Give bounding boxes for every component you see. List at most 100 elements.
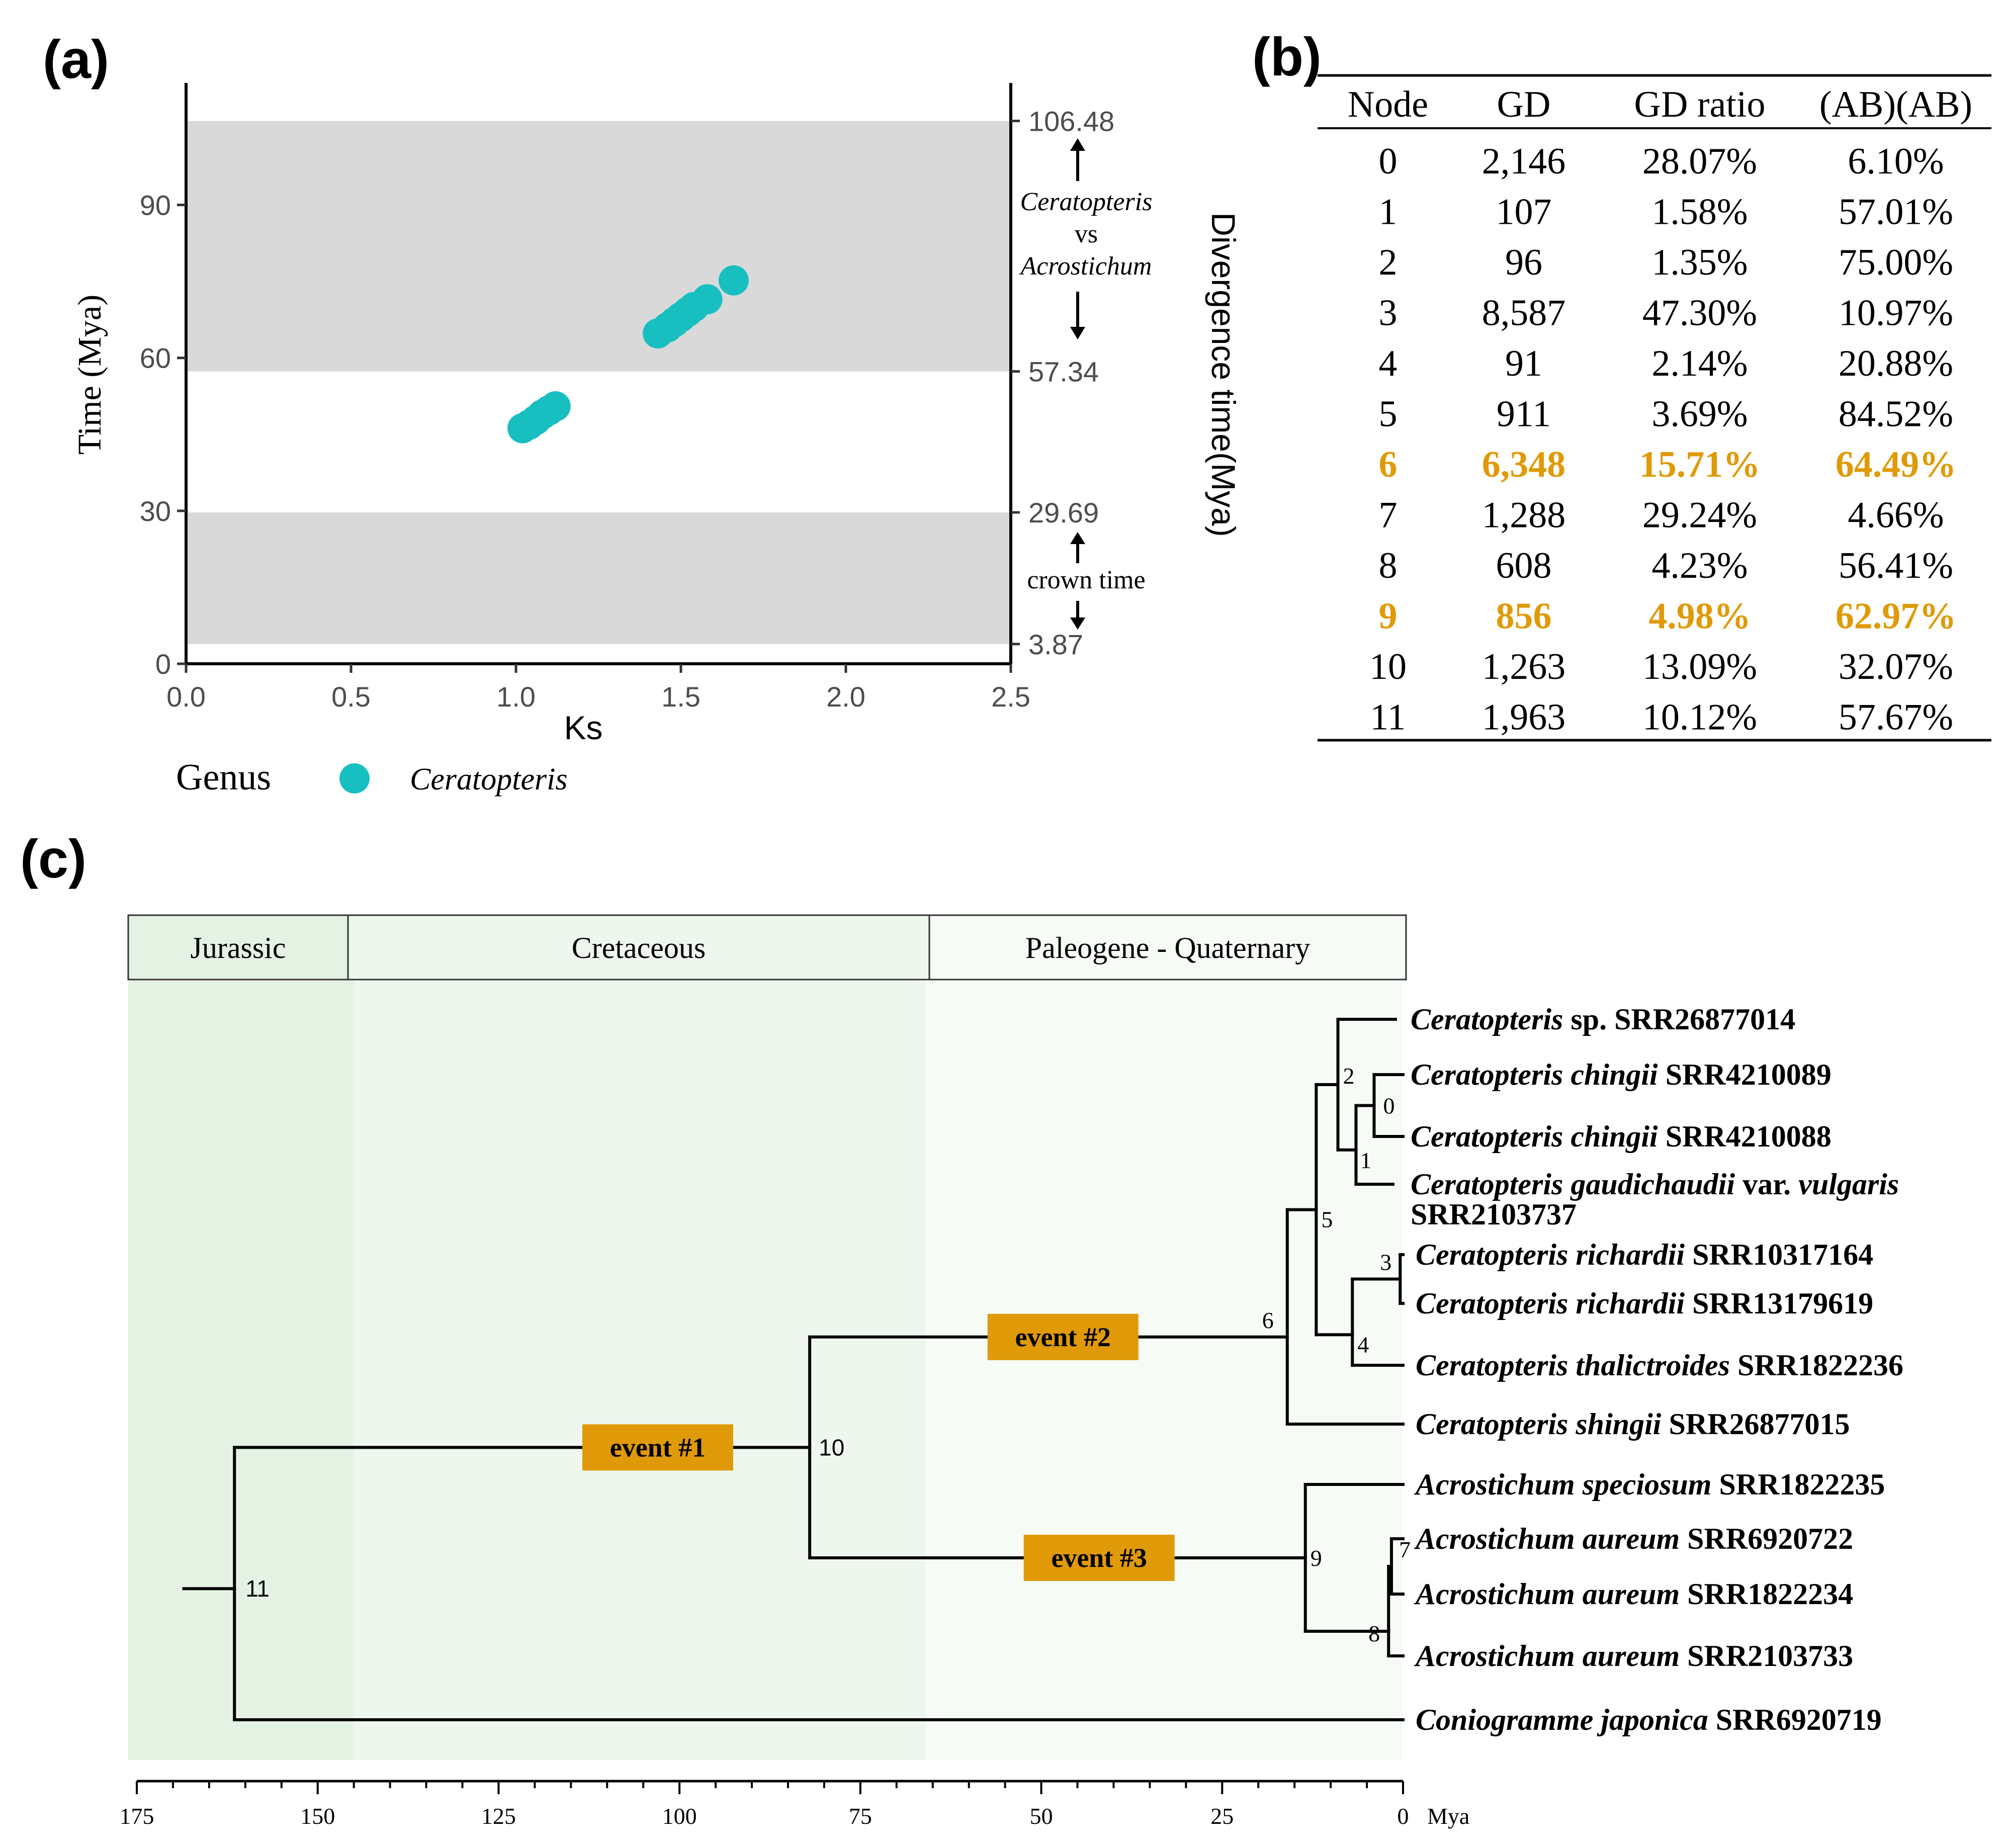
right-tick-label: 57.34: [1028, 356, 1099, 388]
table-cell: 57.01%: [1839, 192, 1953, 233]
taxon-genus: Ceratopteris: [1416, 1238, 1568, 1271]
table-cell: 1.35%: [1651, 242, 1748, 283]
table-cell: 1,963: [1482, 697, 1566, 738]
taxon-label: Ceratopteris thalictroides SRR1822236: [1416, 1349, 1903, 1382]
taxon-genus: Acrostichum: [1414, 1639, 1575, 1673]
space: [1791, 1168, 1798, 1201]
table-cell: 62.97%: [1836, 596, 1957, 637]
table-cell: 84.52%: [1839, 394, 1953, 435]
taxon-accession: var.: [1742, 1168, 1791, 1201]
table-cell: 13.09%: [1642, 646, 1757, 687]
table-header: (AB)(AB): [1819, 84, 1972, 125]
taxon-accession: SRR6920722: [1687, 1522, 1853, 1555]
table-cell: 10.12%: [1642, 697, 1757, 738]
taxon-label: Acrostichum aureum SRR6920722: [1414, 1522, 1853, 1555]
x-tick-label: 1.0: [496, 681, 536, 713]
taxon-genus: Ceratopteris: [1416, 1407, 1568, 1441]
table-cell: 2.14%: [1651, 343, 1748, 384]
y-axis-title: Time (Mya): [71, 295, 108, 455]
table-cell: 10.97%: [1839, 293, 1953, 334]
table-cell: 64.49%: [1836, 444, 1957, 485]
table-cell: 8,587: [1482, 293, 1566, 334]
taxon-label: Acrostichum aureum SRR2103733: [1414, 1639, 1853, 1673]
table-cell: 47.30%: [1642, 293, 1757, 334]
space: [1568, 1407, 1576, 1441]
y-axis-title-right: Divergence time(Mya): [1205, 212, 1242, 537]
arrow-down-head: [1070, 618, 1085, 630]
taxon-accession: SRR2103733: [1687, 1639, 1853, 1673]
table-cell: 856: [1496, 596, 1552, 637]
space: [1575, 1577, 1583, 1611]
table-cell: 0: [1379, 141, 1398, 182]
event-box: [582, 1424, 733, 1471]
space: [1658, 1120, 1666, 1153]
space: [1568, 1238, 1576, 1271]
table-cell: 11: [1370, 697, 1406, 738]
table-header: GD ratio: [1634, 84, 1766, 125]
panel-label-c: (c): [20, 828, 86, 889]
taxon-species: gaudichaudii: [1569, 1168, 1735, 1201]
taxon-genus: Acrostichum: [1414, 1522, 1575, 1555]
table-cell: 2: [1379, 242, 1398, 283]
taxon-species: japonica: [1597, 1703, 1708, 1736]
table-cell: 4.66%: [1848, 495, 1944, 536]
taxon-species: aureum: [1583, 1577, 1680, 1611]
table-cell: 96: [1505, 242, 1542, 283]
taxon-accession: SRR1822234: [1687, 1577, 1853, 1611]
taxon-label: Ceratopteris gaudichaudii var. vulgaris: [1411, 1168, 1899, 1201]
band-label: crown time: [1027, 566, 1145, 594]
taxon-label: Ceratopteris shingii SRR26877015: [1416, 1407, 1850, 1441]
divergence-band: [186, 121, 1011, 372]
table-cell: 2,146: [1482, 141, 1566, 182]
node-label: 4: [1357, 1332, 1369, 1357]
x-tick-label: 0.0: [166, 681, 206, 713]
table-cell: 608: [1496, 545, 1552, 586]
taxon-species: thalictroides: [1576, 1349, 1730, 1382]
right-tick-label: 29.69: [1028, 497, 1099, 529]
period-band: [925, 981, 1403, 1760]
taxon-accession: SRR1822236: [1737, 1349, 1903, 1382]
table-cell: 29.24%: [1642, 495, 1757, 536]
period-band: [128, 981, 354, 1760]
panel-label-b: (b): [1252, 26, 1322, 87]
node-label: 8: [1368, 1621, 1380, 1646]
taxon-species: shingii: [1575, 1407, 1661, 1441]
taxon-species: aureum: [1583, 1522, 1680, 1555]
event-label: event #3: [1051, 1543, 1147, 1573]
period-header-box: [928, 914, 1407, 981]
taxon-accession-line2: SRR2103737: [1411, 1198, 1577, 1231]
legend-marker: [339, 763, 370, 794]
taxon-accession: SRR13179619: [1692, 1287, 1873, 1320]
time-tick-label: 25: [1210, 1803, 1234, 1829]
taxon-species: richardii: [1576, 1238, 1685, 1271]
taxon-genus: Coniogramme: [1416, 1703, 1593, 1736]
table-cell: 4.23%: [1651, 545, 1748, 586]
table-cell: 32.07%: [1839, 646, 1953, 687]
right-tick-label: 106.48: [1028, 105, 1114, 137]
time-tick-label: 0: [1398, 1803, 1409, 1829]
space: [1658, 1058, 1666, 1091]
time-tick-label: 150: [300, 1803, 335, 1829]
arrow-up-head: [1070, 532, 1085, 544]
taxon-label: Acrostichum aureum SRR1822234: [1414, 1577, 1853, 1611]
node-label: 6: [1262, 1307, 1274, 1333]
table-cell: 91: [1505, 343, 1542, 384]
node-label: 5: [1321, 1207, 1333, 1233]
table-cell: 3: [1379, 293, 1398, 334]
taxon-genus: Ceratopteris: [1416, 1287, 1568, 1320]
space: [1735, 1168, 1742, 1201]
table-cell: 6,348: [1482, 444, 1566, 485]
time-tick-label: 100: [662, 1803, 697, 1829]
legend-title: Genus: [176, 757, 271, 798]
time-tick-label: 50: [1030, 1803, 1053, 1829]
table-cell: 57.67%: [1839, 697, 1953, 738]
right-tick-label: 3.87: [1028, 629, 1083, 660]
arrow-down-head: [1070, 327, 1085, 339]
event-label: event #2: [1015, 1322, 1111, 1352]
data-point: [540, 391, 571, 422]
taxon-genus: Ceratopteris: [1411, 1058, 1563, 1091]
taxon-genus: Acrostichum: [1414, 1577, 1575, 1611]
x-tick-label: 1.5: [661, 681, 701, 713]
table-cell: 15.71%: [1639, 444, 1761, 485]
